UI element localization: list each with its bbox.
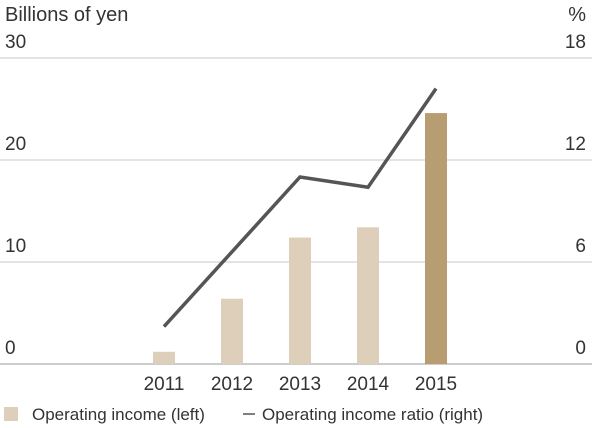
bar-2014 — [357, 227, 379, 364]
left-tick-label-20: 20 — [5, 134, 26, 155]
x-tick-label-2014: 2014 — [347, 374, 390, 395]
x-tick-label-2013: 2013 — [279, 374, 321, 395]
right-tick-label-12: 12 — [565, 134, 586, 155]
legend-bar-label: Operating income (left) — [32, 405, 205, 424]
tick-labels: 0 10 20 30 0 6 12 18 2011 2012 2013 2014 2015 — [5, 32, 586, 395]
bar-2012 — [221, 298, 243, 364]
bars — [153, 113, 447, 364]
right-tick-label-6: 6 — [575, 236, 586, 257]
x-tick-label-2015: 2015 — [415, 374, 457, 395]
legend-line-label: Operating income ratio (right) — [262, 405, 483, 424]
x-tick-label-2011: 2011 — [144, 374, 185, 395]
legend: Operating income (left) Operating income… — [4, 405, 483, 424]
x-tick-label-2012: 2012 — [211, 374, 253, 395]
left-tick-label-10: 10 — [5, 236, 26, 257]
right-tick-label-18: 18 — [565, 32, 586, 53]
left-axis-unit: Billions of yen — [5, 4, 128, 26]
bar-2013 — [289, 237, 311, 364]
right-axis-unit: % — [568, 4, 586, 26]
bar-2015 — [425, 113, 447, 364]
legend-bar-swatch — [4, 407, 18, 421]
right-tick-label-0: 0 — [575, 338, 586, 359]
left-tick-label-30: 30 — [5, 32, 26, 53]
ratio-line — [162, 87, 438, 328]
bar-2011 — [153, 351, 175, 364]
left-tick-label-0: 0 — [5, 338, 16, 359]
